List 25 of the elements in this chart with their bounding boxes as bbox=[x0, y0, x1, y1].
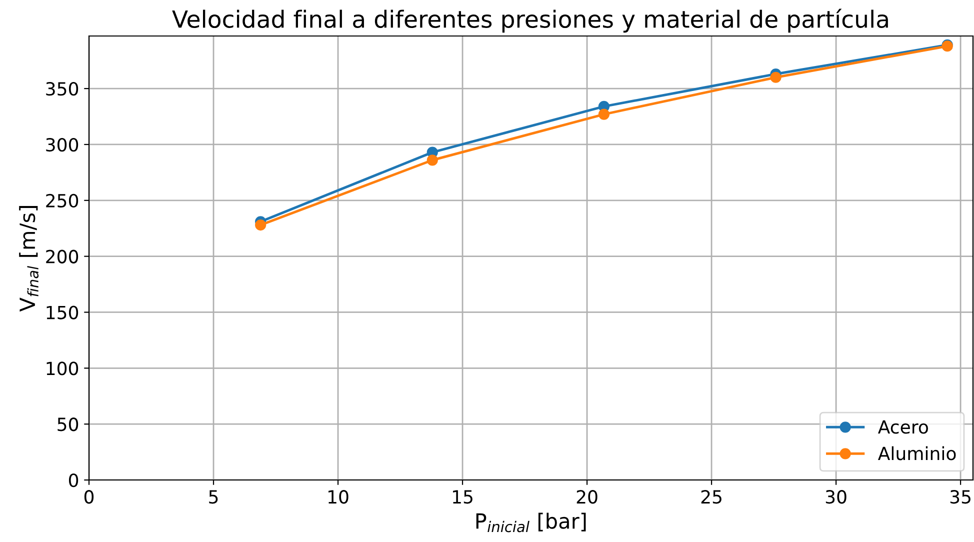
y-tick-label: 250 bbox=[46, 194, 78, 208]
x-tick-label: 20 bbox=[576, 490, 598, 504]
y-tick-label: 350 bbox=[46, 82, 78, 96]
y-tick-label: 300 bbox=[46, 138, 78, 152]
legend-label: Aluminio bbox=[878, 446, 956, 460]
x-tick-label: 5 bbox=[209, 490, 218, 504]
point bbox=[426, 154, 438, 166]
legend-label: Acero bbox=[878, 420, 928, 434]
chart-title: Velocidad final a diferentes presiones y material de partícula bbox=[172, 8, 888, 33]
point bbox=[598, 108, 610, 120]
point bbox=[770, 72, 782, 83]
x-tick-label: 30 bbox=[826, 490, 846, 504]
point bbox=[255, 219, 266, 231]
y-tick-label: 200 bbox=[46, 250, 78, 264]
y-tick-label: 0 bbox=[68, 473, 78, 488]
x-axis-title: P$_{inicial}$ [bar] bbox=[476, 512, 586, 532]
x-tick-label: 0 bbox=[84, 490, 94, 504]
x-tick-label: 15 bbox=[453, 490, 472, 504]
y-tick-label: 100 bbox=[46, 362, 78, 376]
x-tick-label: 35 bbox=[950, 490, 970, 504]
x-tick-label: 25 bbox=[701, 490, 722, 504]
x-tick-label: 10 bbox=[328, 490, 348, 504]
y-axis-title: V$_{final}$ [m/s] bbox=[19, 206, 39, 312]
y-tick-label: 50 bbox=[58, 418, 78, 432]
y-tick-label: 150 bbox=[46, 306, 78, 320]
